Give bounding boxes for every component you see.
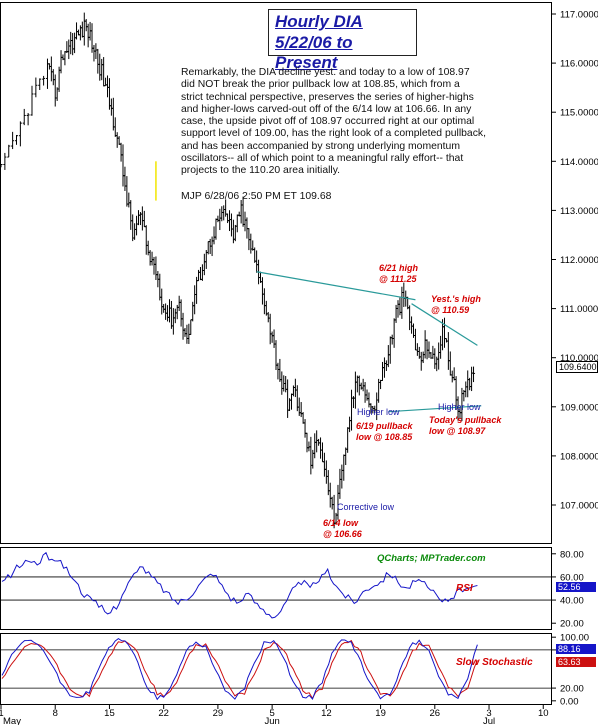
chart-subtitle: 5/22/06 to Present (275, 33, 353, 72)
annotation-today-pullback: Today's pullback low @ 108.97 (429, 415, 501, 436)
annotation-614-low: 6/14 low @ 106.66 (323, 518, 362, 539)
time-tick-label: 5 (269, 708, 274, 719)
price-candles (0, 12, 476, 529)
annotation-line: Yest.'s high (431, 294, 481, 304)
rsi-tick-label: 20.00 (560, 619, 584, 630)
watermark: QCharts; MPTrader.com (377, 553, 486, 564)
annotation-line: @ 111.25 (379, 273, 417, 284)
month-label: Jul (483, 716, 495, 725)
annotation-619-pullback: 6/19 pullback low @ 108.85 (356, 421, 413, 442)
time-tick-label: 1 (0, 708, 4, 719)
rsi-tick-label: 80.00 (560, 549, 584, 560)
month-label: Jun (264, 716, 279, 725)
time-tick-label: 26 (430, 708, 441, 719)
price-tick-label: 115.0000 (560, 108, 598, 119)
annotation-yest-high: Yest.'s high @ 110.59 (431, 294, 481, 315)
time-tick-label: 10 (538, 708, 549, 719)
trendline (256, 271, 416, 301)
annotation-line: 6/19 pullback (356, 421, 413, 431)
time-tick-label: 15 (104, 708, 115, 719)
annotation-line: 6/21 high (379, 263, 419, 273)
price-last-value: 109.6400 (556, 361, 598, 373)
annotation-line: 6/14 low (323, 518, 359, 528)
annotation-higher-low-2: Higher low (438, 402, 481, 412)
annotation-line: @ 110.59 (431, 304, 470, 315)
annotation-higher-low-1: Higher low (357, 407, 400, 417)
price-tick-label: 114.0000 (560, 157, 598, 168)
stoch-d-line (1, 639, 478, 700)
stoch-tick-label: 0.00 (560, 696, 579, 707)
stoch-k-line (1, 637, 478, 701)
time-tick-label: 19 (375, 708, 386, 719)
stoch-d-last-value: 63.63 (556, 657, 596, 667)
annotation-corrective-low: Corrective low (337, 502, 395, 512)
month-label: May (3, 716, 21, 725)
rsi-line (1, 551, 478, 619)
time-tick-label: 22 (158, 708, 169, 719)
rsi-last-value: 52.56 (556, 582, 596, 592)
price-tick-label: 113.0000 (560, 206, 598, 217)
price-tick-label: 117.0000 (560, 10, 598, 21)
commentary-signature: MJP 6/28/06 2:50 PM ET 109.68 (181, 191, 332, 202)
stochastic-panel-label: Slow Stochastic (456, 657, 533, 668)
stoch-k-last-value: 88.16 (556, 644, 596, 654)
stoch-tick-label: 100.00 (560, 633, 589, 644)
trendlines (256, 271, 482, 413)
price-axis: 117.0000 116.0000 115.0000 114.0000 113.0000… (551, 10, 598, 512)
rsi-panel-label: RSI (456, 583, 473, 594)
annotation-line: low @ 108.97 (429, 425, 486, 436)
stoch-tick-label: 20.00 (560, 684, 584, 695)
time-axis: 1 8 15 22 29 5 12 19 26 3 10 May Jun Jul (0, 704, 549, 725)
price-tick-label: 109.0000 (560, 402, 598, 413)
price-panel-frame (0, 2, 552, 544)
trendline (388, 405, 482, 413)
rsi-tick-label: 60.00 (560, 572, 584, 583)
rsi-indicator: 80.00 60.00 40.00 20.00 (1, 549, 584, 630)
price-tick-label: 107.0000 (560, 501, 598, 512)
annotation-line: Today's pullback (429, 415, 502, 425)
time-tick-label: 8 (53, 708, 58, 719)
annotation-621-high: 6/21 high @ 111.25 (379, 263, 418, 284)
rsi-panel-frame (0, 547, 552, 630)
chart-title-box: Hourly DIA 5/22/06 to Present (268, 9, 417, 72)
analyst-commentary: Remarkably, the DIA decline yest. and to… (181, 67, 486, 177)
time-tick-label: 3 (486, 708, 491, 719)
time-tick-label: 12 (321, 708, 332, 719)
annotation-line: low @ 108.85 (356, 431, 413, 442)
price-tick-label: 108.0000 (560, 451, 598, 462)
price-tick-label: 112.0000 (560, 255, 598, 266)
rsi-tick-label: 40.00 (560, 596, 584, 607)
price-tick-label: 116.0000 (560, 59, 598, 70)
trendline (411, 303, 478, 346)
stoch-panel-frame (0, 633, 552, 705)
price-tick-label: 110.0000 (560, 353, 598, 364)
time-tick-label: 29 (213, 708, 224, 719)
price-tick-label: 111.0000 (560, 304, 598, 315)
chart-title: Hourly DIA (275, 12, 363, 31)
annotation-line: @ 106.66 (323, 528, 362, 539)
